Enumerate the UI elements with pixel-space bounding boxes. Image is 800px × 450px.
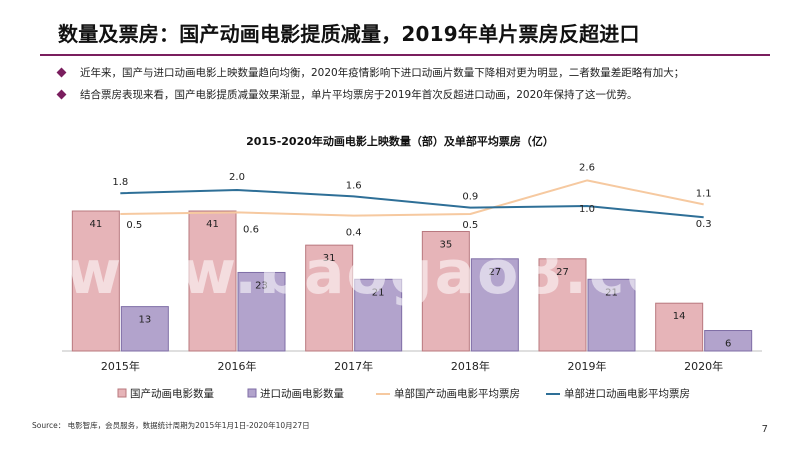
- imported-avg-boxoffice-line: [120, 189, 704, 219]
- domestic-count-bar: [655, 302, 704, 352]
- legend-imported-avg-label: 单部进口动画电影平均票房: [564, 387, 690, 400]
- imported-count-bar: [470, 258, 519, 352]
- domestic-count-label: 41: [206, 219, 219, 230]
- imported-count-label: 6: [725, 339, 731, 350]
- imported-avg-label: 0.3: [696, 219, 712, 230]
- imported-avg-label: 2.0: [229, 172, 245, 183]
- page-number: 7: [761, 424, 768, 435]
- bullet-text: 结合票房表现来看，国产电影提质减量效果渐显，单片平均票房于2019年首次反超进口…: [80, 89, 638, 101]
- domestic-count-label: 31: [323, 253, 336, 264]
- imported-avg-label: 1.6: [346, 180, 362, 191]
- legend-domestic-count-swatch: [117, 388, 127, 398]
- legend-domestic-count-label: 国产动画电影数量: [130, 387, 214, 400]
- domestic-count-label: 41: [89, 219, 102, 230]
- imported-avg-label: 1.0: [579, 204, 595, 215]
- imported-count-bar: [587, 278, 636, 352]
- domestic-avg-label: 0.6: [243, 224, 259, 235]
- bullet-item: 近年来，国产与进口动画电影上映数量趋向均衡，2020年疫情影响下进口动画片数量下…: [56, 62, 778, 84]
- domestic-count-bar: [71, 210, 120, 352]
- domestic-avg-label: 1.1: [696, 188, 712, 199]
- imported-count-label: 21: [605, 287, 618, 298]
- legend-imported-count-swatch: [247, 388, 257, 398]
- domestic-count-label: 14: [673, 311, 686, 322]
- domestic-count-label: 35: [439, 239, 452, 250]
- imported-count-label: 21: [372, 287, 385, 298]
- imported-count-bar: [354, 278, 403, 352]
- x-tick-label: 2016年: [218, 359, 257, 373]
- imported-avg-label: 1.8: [112, 177, 128, 188]
- x-tick-label: 2019年: [568, 359, 607, 373]
- domestic-count-bar: [538, 258, 587, 352]
- title-divider: [40, 54, 770, 56]
- domestic-avg-boxoffice-line: [120, 179, 704, 217]
- bullet-text: 近年来，国产与进口动画电影上映数量趋向均衡，2020年疫情影响下进口动画片数量下…: [80, 67, 685, 79]
- bullet-item: 结合票房表现来看，国产电影提质减量效果渐显，单片平均票房于2019年首次反超进口…: [56, 84, 778, 106]
- domestic-avg-label: 2.6: [579, 162, 595, 173]
- domestic-avg-label: 0.5: [462, 220, 478, 231]
- x-tick-label: 2020年: [684, 359, 723, 373]
- domestic-avg-label: 0.4: [346, 228, 362, 239]
- imported-count-label: 13: [138, 315, 151, 326]
- x-tick-label: 2015年: [101, 359, 140, 373]
- source-note: Source： 电影智库，会员服务，数据统计周期为2015年1月1日-2020年…: [32, 421, 310, 430]
- imported-avg-label: 0.9: [462, 192, 478, 203]
- imported-count-label: 23: [255, 280, 268, 291]
- domestic-count-bar: [188, 210, 237, 352]
- chart-title: 2015-2020年动画电影上映数量（部）及单部平均票房（亿）: [246, 135, 554, 148]
- domestic-count-bar: [421, 230, 470, 352]
- x-tick-label: 2018年: [451, 359, 490, 373]
- domestic-count-label: 27: [556, 267, 569, 278]
- page-title: 数量及票房：国产动画电影提质减量，2019年单片票房反超进口: [58, 22, 640, 46]
- x-tick-label: 2017年: [334, 359, 373, 373]
- domestic-count-bar: [305, 244, 354, 352]
- imported-count-label: 27: [488, 267, 501, 278]
- legend-domestic-avg-label: 单部国产动画电影平均票房: [394, 387, 520, 400]
- imported-count-bar: [120, 306, 169, 352]
- bullet-list: 近年来，国产与进口动画电影上映数量趋向均衡，2020年疫情影响下进口动画片数量下…: [56, 62, 778, 106]
- imported-count-bar: [704, 330, 753, 352]
- legend-imported-count-label: 进口动画电影数量: [260, 387, 344, 400]
- domestic-avg-label: 0.5: [126, 220, 142, 231]
- imported-count-bar: [237, 271, 286, 352]
